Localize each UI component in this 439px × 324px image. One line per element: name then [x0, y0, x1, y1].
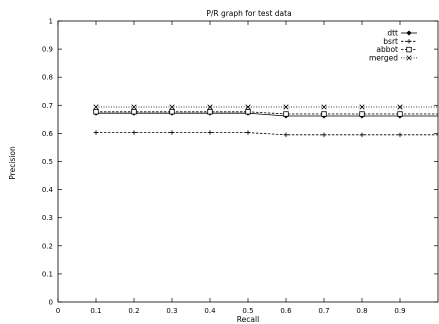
- plot-frame: [57, 20, 439, 303]
- series-line-dtt: [96, 112, 438, 117]
- legend-label-abbot: abbot: [376, 45, 398, 54]
- data-point-merged: [321, 104, 327, 110]
- y-tick-label: 0.4: [42, 186, 54, 194]
- y-tick-label: 0.8: [42, 74, 53, 82]
- data-point-merged: [93, 104, 99, 110]
- y-tick-label: 0.1: [42, 270, 53, 278]
- data-point-merged: [359, 104, 365, 110]
- x-tick-label: 0.3: [166, 307, 177, 315]
- legend-label-merged: merged: [369, 53, 398, 62]
- x-tick-label: 0.2: [128, 307, 139, 315]
- x-tick-label: 0.9: [394, 307, 405, 315]
- data-point-merged: [245, 104, 251, 110]
- data-point-bsrt: [169, 130, 175, 135]
- x-tick-label: 0.4: [204, 307, 216, 315]
- data-point-abbot: [131, 109, 137, 115]
- data-point-bsrt: [93, 130, 99, 135]
- legend-marker-merged: [406, 55, 412, 61]
- y-tick-label: 0.5: [42, 158, 53, 166]
- chart-title: P/R graph for test data: [206, 9, 291, 18]
- data-point-merged: [207, 104, 213, 110]
- data-point-abbot: [245, 109, 251, 115]
- y-tick-label: 0.7: [42, 102, 53, 110]
- legend-marker-dtt: [406, 30, 412, 36]
- legend-label-bsrt: bsrt: [383, 37, 398, 46]
- data-point-abbot: [207, 109, 213, 115]
- legend-marker-abbot: [406, 46, 412, 53]
- data-point-abbot: [283, 111, 289, 117]
- x-tick-label: 0.1: [90, 307, 101, 315]
- data-point-bsrt: [397, 132, 403, 138]
- data-point-bsrt: [245, 130, 251, 135]
- x-tick-label: 0.5: [242, 307, 253, 315]
- series-layer: [93, 104, 438, 138]
- series-abbot: [93, 109, 438, 117]
- data-point-bsrt: [321, 132, 327, 138]
- y-tick-label: 0: [49, 299, 53, 307]
- data-point-merged: [283, 104, 289, 110]
- y-tick-label: 0.6: [42, 130, 54, 138]
- data-point-abbot: [93, 109, 99, 115]
- x-tick-label: 0.7: [318, 307, 329, 315]
- legend-label-dtt: dtt: [387, 29, 398, 38]
- data-point-merged: [131, 104, 137, 110]
- axes-group: 0 0.1 0.2 0.3 0.4 0.5 0.6 0.7 0.8 0.9 1 0 0.1 0.2 0.3 0…: [42, 18, 439, 315]
- x-tick-label: 0.6: [280, 307, 292, 315]
- series-merged: [93, 104, 438, 110]
- series-bsrt: [93, 130, 438, 138]
- y-tick-label: 1: [49, 18, 53, 26]
- y-axis-label: Precision: [8, 146, 17, 180]
- y-tick-label: 0.3: [42, 214, 53, 222]
- data-point-bsrt: [283, 132, 289, 138]
- series-line-bsrt: [96, 132, 438, 136]
- data-point-abbot: [397, 111, 403, 117]
- data-point-merged: [397, 104, 403, 110]
- data-point-bsrt: [207, 130, 213, 135]
- data-point-abbot: [359, 111, 365, 117]
- data-point-abbot: [169, 109, 175, 115]
- data-point-abbot: [321, 111, 327, 117]
- x-tick-label: 0.8: [356, 307, 367, 315]
- x-axis-label: Recall: [237, 315, 259, 324]
- data-point-bsrt: [131, 130, 137, 135]
- data-point-merged: [169, 104, 175, 110]
- legend-marker-bsrt: [406, 39, 412, 44]
- x-tick-label: 0: [56, 307, 60, 315]
- y-tick-label: 0.2: [42, 242, 53, 250]
- y-tick-label: 0.9: [42, 46, 53, 54]
- series-line-abbot: [96, 111, 438, 115]
- data-point-bsrt: [359, 132, 365, 138]
